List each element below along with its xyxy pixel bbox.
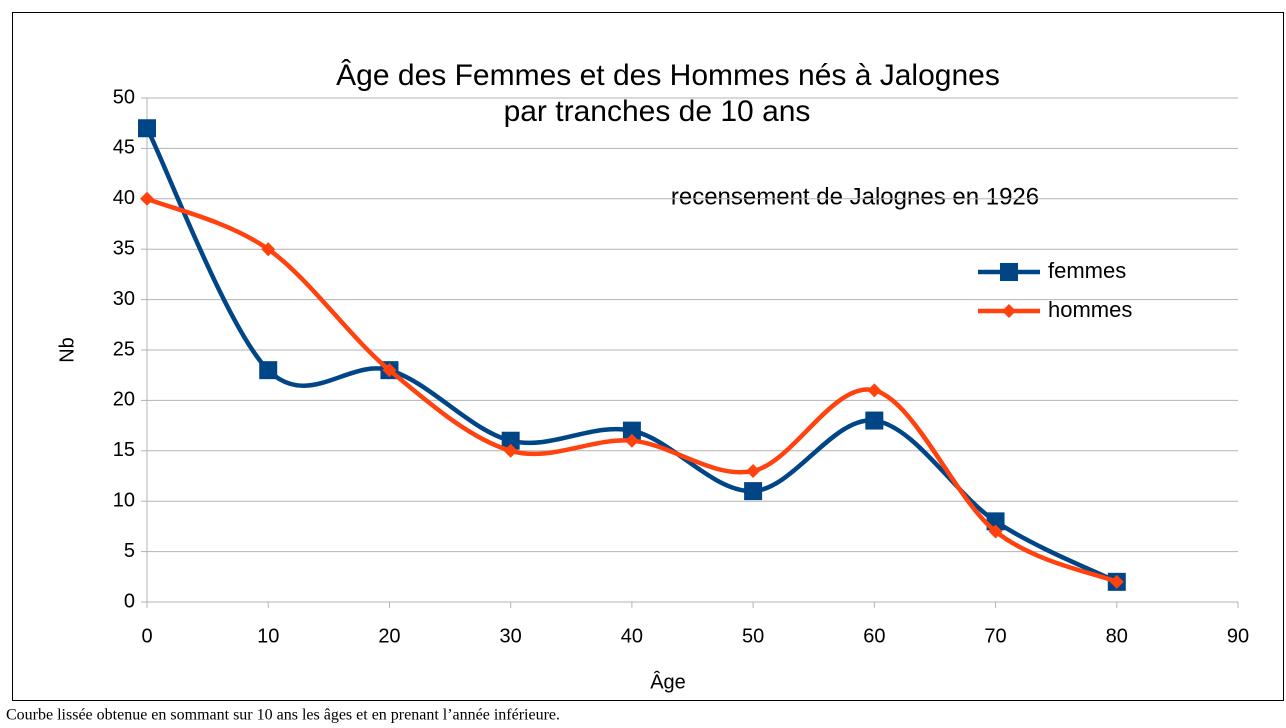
- x-tick-label: 70: [984, 625, 1006, 647]
- marker: [259, 361, 278, 380]
- marker: [1000, 263, 1018, 281]
- chart-subtitle: par tranches de 10 ans: [504, 95, 811, 128]
- marker: [988, 524, 1003, 539]
- x-tick-label: 40: [621, 625, 643, 647]
- y-tick-label: 50: [113, 86, 135, 108]
- marker: [624, 433, 639, 448]
- x-tick-label: 10: [257, 625, 279, 647]
- marker: [261, 242, 276, 257]
- marker: [138, 119, 156, 138]
- marker: [744, 482, 763, 501]
- y-tick-label: 15: [113, 439, 135, 461]
- x-tick-label: 0: [141, 625, 152, 647]
- y-tick-label: 20: [113, 389, 135, 411]
- marker: [746, 463, 761, 478]
- y-tick-label: 25: [113, 338, 135, 360]
- legend-label: femmes: [1048, 258, 1126, 283]
- x-axis-label: Âge: [650, 670, 686, 693]
- x-tick-label: 50: [742, 625, 764, 647]
- marker: [865, 411, 884, 430]
- y-tick-label: 0: [124, 590, 135, 612]
- x-tick-label: 20: [378, 625, 400, 647]
- x-tick-label: 60: [863, 625, 885, 647]
- y-tick-label: 45: [113, 137, 135, 159]
- marker: [1109, 574, 1124, 589]
- chart-title: Âge des Femmes et des Hommes nés à Jalog…: [336, 59, 1000, 92]
- chart-border: [12, 12, 1284, 701]
- marker: [140, 191, 154, 206]
- y-tick-label: 10: [113, 489, 135, 511]
- y-tick-label: 40: [113, 187, 135, 209]
- legend-label: hommes: [1048, 297, 1132, 322]
- y-tick-label: 35: [113, 237, 135, 259]
- caption: Courbe lissée obtenue en sommant sur 10 …: [6, 707, 560, 724]
- annotation: recensement de Jalognes en 1926: [671, 183, 1039, 210]
- y-tick-label: 5: [124, 540, 135, 562]
- x-tick-label: 30: [500, 625, 522, 647]
- marker: [867, 383, 882, 398]
- marker: [622, 421, 641, 440]
- y-axis-label: Nb: [56, 337, 78, 363]
- marker: [1002, 304, 1016, 318]
- marker: [501, 431, 520, 450]
- x-tick-label: 90: [1227, 625, 1249, 647]
- marker: [382, 363, 397, 378]
- y-tick-label: 30: [113, 288, 135, 310]
- x-tick-label: 80: [1106, 625, 1128, 647]
- marker: [503, 443, 518, 458]
